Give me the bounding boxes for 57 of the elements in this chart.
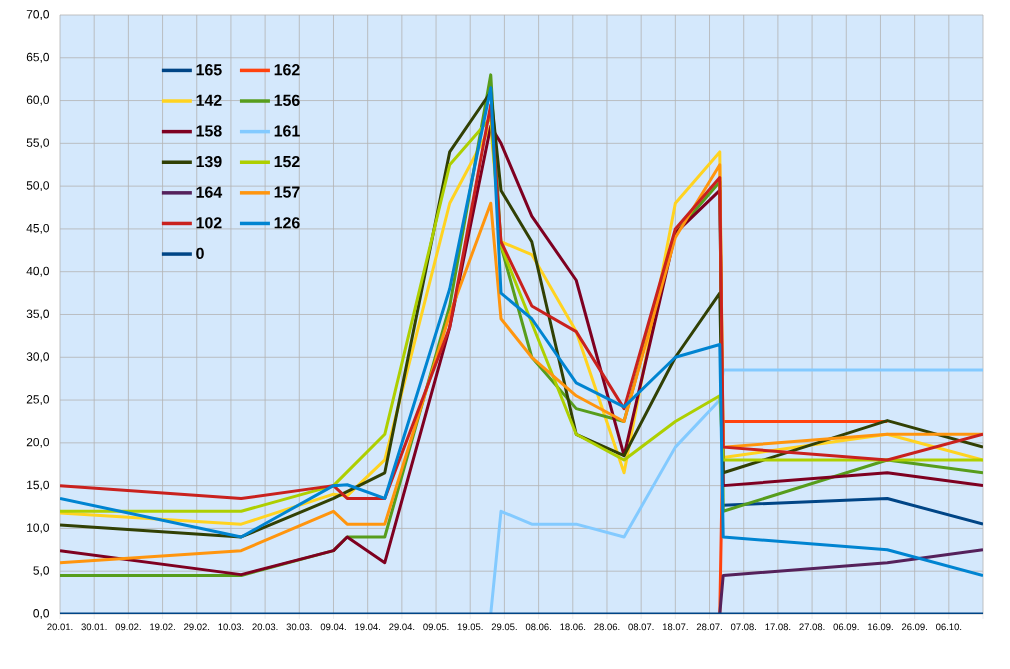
y-tick-label: 10,0 [27,523,50,534]
y-tick-label: 70,0 [26,10,50,20]
x-tick-label: 19.05. [457,623,483,631]
x-tick-label: 08.06. [525,623,551,631]
x-tick-label: 26.09. [901,623,927,631]
legend-label: 102 [196,217,222,229]
x-tick-label: 29.02. [184,623,210,631]
x-tick-label: 07.08. [730,623,756,631]
x-tick-label: 18.06. [560,623,586,631]
y-tick-label: 20,0 [26,437,50,448]
legend-label: 164 [196,186,223,198]
y-tick-label: 35,0 [26,309,50,320]
x-tick-label: 30.03. [286,623,312,631]
x-tick-label: 29.04. [389,623,415,631]
legend-label: 156 [274,94,300,106]
x-tick-label: 20.01. [47,623,73,631]
y-tick-label: 65,0 [26,52,50,63]
line-series [489,368,984,614]
x-tick-label: 09.05. [423,623,449,631]
x-tick-label: 20.03. [252,623,278,631]
y-tick-label: 55,0 [26,138,50,149]
x-tick-label: 28.06. [594,623,620,631]
x-tick-label: 08.07. [628,623,654,631]
y-tick-label: 50,0 [26,181,50,192]
y-tick-label: 40,0 [26,266,50,277]
x-tick-label: 19.02. [150,623,175,631]
legend-label: 139 [196,155,222,168]
legend-label: 165 [196,64,222,76]
legend-label: 158 [196,125,222,137]
legend-label: 0 [196,247,204,260]
x-tick-label: 18.07. [662,623,688,631]
x-tick-label: 29.05. [491,623,517,631]
x-tick-label: 28.07. [696,623,722,631]
legend-label: 162 [274,64,300,76]
x-tick-label: 27.08. [799,623,825,631]
legend-label: 157 [274,186,300,198]
y-tick-label: 25,0 [26,395,50,405]
y-tick-label: 45,0 [26,223,50,234]
line-series [718,548,984,614]
y-tick-label: 30,0 [26,352,50,363]
y-tick-label: 15,0 [27,480,50,491]
legend-label: 152 [274,155,300,168]
x-tick-label: 09.02. [115,623,141,631]
x-tick-label: 17.08. [765,623,791,631]
x-tick-label: 19.04. [355,623,380,631]
legend-label: 126 [274,217,300,229]
x-tick-label: 09.04. [320,623,346,631]
x-tick-label: 06.09. [833,623,859,631]
legend-label: 161 [274,125,300,137]
y-tick-label: 5,0 [33,566,50,577]
x-tick-label: 10.03. [218,623,244,631]
x-tick-label: 06.10. [936,623,962,631]
y-tick-label: 60,0 [26,95,50,106]
legend-label: 142 [196,94,222,106]
y-tick-label: 0,0 [33,609,50,619]
x-tick-label: 16.09. [868,623,893,631]
x-tick-label: 30.01. [81,623,107,631]
